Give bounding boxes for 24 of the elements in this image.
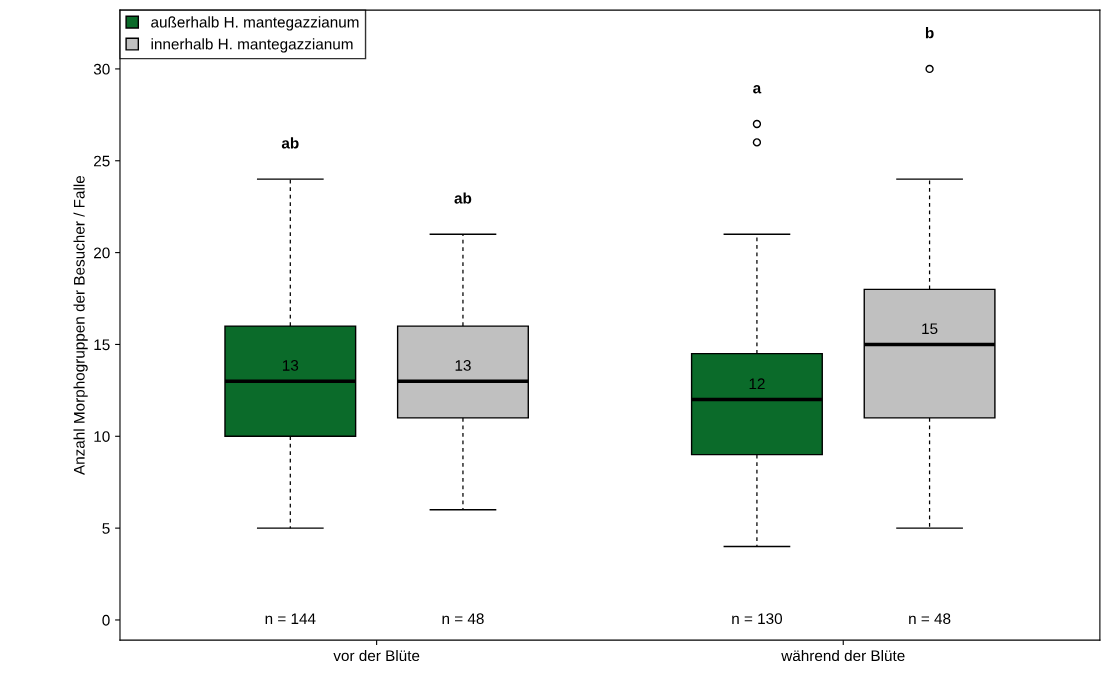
annotation: b xyxy=(925,27,934,39)
annotation: n = 48 xyxy=(442,613,484,625)
y-tick-label: 25 xyxy=(94,155,110,167)
annotation: n = 48 xyxy=(909,613,951,625)
text: 15 xyxy=(922,323,938,335)
y-tick-label: 0 xyxy=(102,614,110,626)
legend-label: innerhalb H. mantegazzianum xyxy=(151,38,353,53)
y-tick-label: 30 xyxy=(93,63,110,75)
annotation: ab xyxy=(454,192,472,204)
annotation: n = 144 xyxy=(265,613,316,624)
y-tick-label: 10 xyxy=(94,431,110,442)
y-tick-label: 5 xyxy=(102,523,110,534)
y-axis-title: Anzahl Morphogruppen der Besucher / Falle xyxy=(73,175,88,476)
y-tick-label: 20 xyxy=(94,247,110,259)
legend-label: außerhalb H. mantegazzianum xyxy=(151,16,359,31)
annotation: ab xyxy=(281,137,299,149)
y-tick-label: 15 xyxy=(94,339,110,351)
annotation: a xyxy=(753,85,762,94)
text: 13 xyxy=(282,359,299,371)
text: 13 xyxy=(455,359,471,371)
x-tick-label: vor der Blüte xyxy=(333,649,420,662)
x-tick-label: während der Blüte xyxy=(781,649,905,662)
annotation: n = 130 xyxy=(732,613,783,625)
text: 12 xyxy=(749,378,765,390)
